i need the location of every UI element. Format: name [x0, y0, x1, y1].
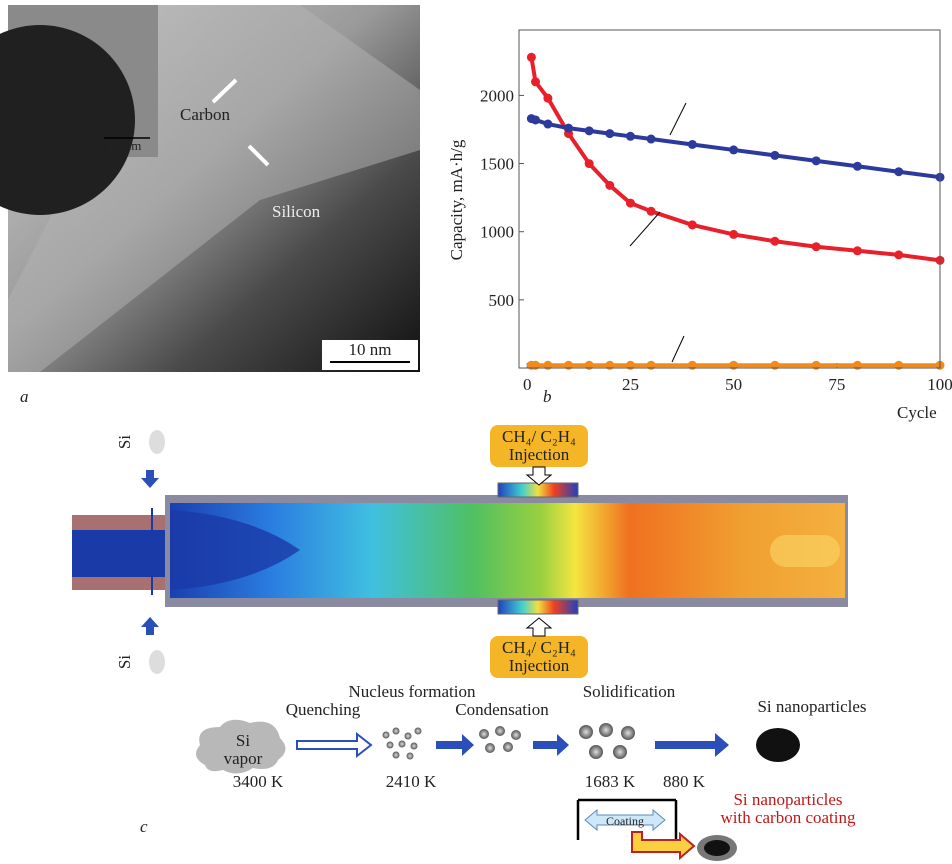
- y-tick-label: 500: [489, 291, 515, 310]
- data-point: [605, 129, 615, 139]
- arrow: [296, 731, 373, 759]
- series-line: [529, 56, 941, 263]
- temperature: 1683 K: [585, 772, 636, 791]
- injection-label: Injection: [509, 656, 570, 675]
- injection-box: [490, 425, 588, 467]
- nanoparticle: [756, 728, 800, 762]
- arrow: [525, 466, 553, 486]
- scale-box: [322, 340, 418, 370]
- flow-core: [770, 535, 840, 567]
- data-point: [543, 119, 553, 129]
- scale-label: 10 nm: [349, 340, 392, 359]
- data-point: [625, 198, 635, 208]
- annotation-line: [671, 335, 685, 363]
- y-tick-label: 2000: [480, 86, 514, 105]
- silicon-label: Silicon: [272, 202, 321, 221]
- data-point: [526, 52, 536, 62]
- panel-label: b: [543, 387, 552, 406]
- step-label: Condensation: [455, 700, 549, 719]
- coating-bracket: [576, 798, 678, 840]
- arrow: [525, 617, 553, 637]
- injection-label: CH₄/ C₂H₄: [502, 427, 576, 446]
- data-point: [852, 246, 862, 256]
- data-point: [852, 161, 862, 171]
- y-tick-label: 1500: [480, 155, 514, 174]
- panel-label: c: [140, 817, 148, 836]
- data-point: [770, 236, 780, 246]
- si-particle: [149, 650, 165, 674]
- injection-label: CH₄/ C₂H₄: [502, 638, 576, 657]
- injection-label: Injection: [509, 445, 570, 464]
- vapor-label: Si: [236, 731, 250, 750]
- arrow: [211, 78, 238, 104]
- x-axis-label: Cycle: [897, 403, 937, 422]
- temperature: 3400 K: [233, 772, 284, 791]
- inset-particle: [0, 25, 135, 215]
- data-point: [811, 242, 821, 252]
- injector: [497, 482, 579, 498]
- data-point: [687, 139, 697, 149]
- y-tick-label: 1000: [480, 223, 514, 242]
- arrow: [141, 617, 159, 635]
- data-point: [605, 180, 615, 190]
- arrow: [631, 831, 696, 861]
- x-tick-label: 0: [523, 375, 532, 394]
- step-label: Quenching: [286, 700, 361, 719]
- data-point: [729, 145, 739, 155]
- chart: 500 1000 1500 2000 0 25 50 75 100: [480, 52, 952, 394]
- coating-label: Coating: [606, 814, 644, 828]
- x-tick-label: 75: [828, 375, 845, 394]
- data-point: [531, 77, 541, 87]
- data-point: [687, 220, 697, 230]
- carbon-label: Carbon: [180, 105, 231, 124]
- particles: [382, 723, 635, 760]
- si-label: Si: [115, 655, 134, 669]
- temperature: 880 K: [663, 772, 706, 791]
- data-point: [646, 134, 656, 144]
- data-point: [531, 115, 541, 125]
- step-label: Nucleus formation: [349, 682, 476, 701]
- arrow: [247, 144, 270, 167]
- carbon-layer: [8, 5, 420, 372]
- data-point: [646, 206, 656, 216]
- x-tick-label: 100: [927, 375, 952, 394]
- vapor-label: vapor: [224, 749, 263, 768]
- annotation-line: [669, 102, 687, 136]
- annotation-line: [629, 211, 661, 247]
- coated-label: with carbon coating: [720, 808, 856, 827]
- inset-scale: 10 μm: [108, 138, 141, 153]
- arrow: [436, 734, 474, 756]
- jet-core: [170, 510, 300, 590]
- arrow: [655, 733, 729, 757]
- arrow: [141, 470, 159, 488]
- si-particle: [149, 430, 165, 454]
- data-point: [894, 250, 904, 260]
- coating-arrow: [584, 808, 666, 832]
- data-point: [729, 229, 739, 239]
- temperature: 2410 K: [386, 772, 437, 791]
- x-tick-label: 25: [622, 375, 639, 394]
- data-point: [811, 156, 821, 166]
- data-point: [564, 123, 574, 133]
- step-label: Solidification: [583, 682, 676, 701]
- si-label: Si: [115, 435, 134, 449]
- y-axis-label: Capacity, mA·h/g: [447, 139, 466, 260]
- plot-frame: [518, 29, 941, 369]
- data-point: [625, 131, 635, 141]
- data-point: [543, 93, 553, 103]
- arrow: [533, 734, 569, 756]
- x-tick-label: 50: [725, 375, 742, 394]
- coated-label: Si nanoparticles: [733, 790, 842, 809]
- step-label: Si nanoparticles: [757, 697, 866, 716]
- data-point: [894, 167, 904, 177]
- data-point: [770, 150, 780, 160]
- injector: [497, 599, 579, 615]
- injection-box: [490, 636, 588, 678]
- vapor-cloud: [196, 719, 286, 774]
- data-point: [584, 126, 594, 136]
- panel-label: a: [20, 387, 29, 406]
- data-point: [584, 159, 594, 169]
- coated-core: [704, 840, 730, 856]
